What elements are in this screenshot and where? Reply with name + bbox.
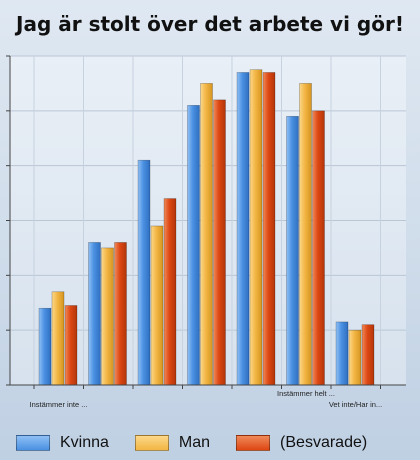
x-tick-label: Instämmer inte ...: [30, 400, 88, 409]
bar-besvarade: [361, 324, 375, 386]
legend-item-besvarade: (Besvarade): [236, 434, 367, 452]
bar-man: [101, 247, 114, 386]
bar-kvinna: [187, 105, 200, 386]
bar-besvarade: [312, 110, 325, 386]
category-labels: Instämmer inte ... Instämmer helt ... Vet …: [30, 389, 383, 409]
legend-label-besvarade: (Besvarade): [280, 434, 368, 451]
bar-kvinna: [38, 307, 52, 386]
bar-man: [348, 329, 362, 386]
bar-besvarade: [64, 305, 78, 386]
legend-swatch-besvarade: [236, 435, 271, 451]
bar-man: [200, 83, 213, 386]
chart-title: Jag är stolt över det arbete vi gör!: [16, 12, 404, 36]
grid: [10, 55, 406, 385]
bar-kvinna: [335, 321, 349, 386]
legend-label-man: Man: [178, 434, 211, 451]
bar-besvarade: [163, 198, 177, 386]
bar-kvinna: [88, 242, 101, 386]
bar-man: [299, 83, 312, 386]
bar-kvinna: [286, 116, 299, 386]
bar-besvarade: [262, 72, 276, 386]
bar-man: [150, 225, 164, 386]
bar-man: [51, 291, 65, 386]
bar-chart: Instämmer inte ... Instämmer helt ... Vet …: [6, 55, 406, 409]
legend-swatch-man: [134, 435, 169, 451]
bar-besvarade: [114, 242, 127, 386]
legend-item-man: Man: [134, 434, 211, 452]
bar-man: [249, 69, 263, 386]
legend-label-kvinna: Kvinna: [60, 434, 109, 451]
bar-besvarade: [213, 99, 226, 386]
x-tick-label: Instämmer helt ...: [277, 389, 335, 398]
bar-kvinna: [236, 72, 250, 386]
legend-item-kvinna: Kvinna: [16, 434, 109, 452]
legend-swatch-kvinna: [16, 435, 50, 451]
axes: [6, 55, 406, 389]
legend: Kvinna Man (Besvarade): [16, 432, 416, 454]
bar-kvinna: [137, 159, 151, 386]
x-tick-label: Vet inte/Har in...: [329, 400, 382, 409]
